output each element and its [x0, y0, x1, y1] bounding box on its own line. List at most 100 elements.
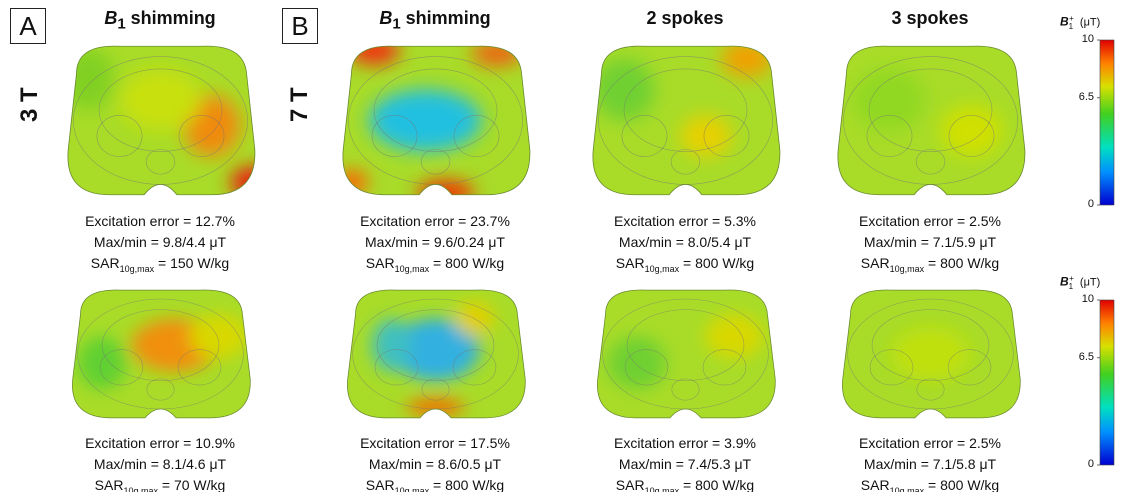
column-title: B1 shimming	[315, 8, 555, 33]
colorbar-subscript: 1	[1069, 22, 1073, 31]
colorbar-symbol: B	[1060, 275, 1069, 289]
sar-main: SAR	[861, 477, 890, 492]
max-min: Max/min = 7.1/5.9 μT	[810, 231, 1050, 253]
b1-map	[588, 283, 783, 425]
title-symbol: B	[379, 8, 392, 28]
title-text: 3 spokes	[891, 8, 968, 28]
map-spot	[471, 41, 522, 66]
sar-main: SAR	[861, 255, 890, 271]
colorbar-unit: (μT)	[1080, 277, 1100, 289]
max-min: Max/min = 7.4/5.3 μT	[565, 453, 805, 475]
colorbar-gradient	[1100, 40, 1114, 205]
excitation-error: Excitation error = 5.3%	[565, 210, 805, 232]
sar: SAR10g,max = 800 W/kg	[810, 252, 1050, 280]
colorbar-symbol: B	[1060, 15, 1069, 29]
sar-main: SAR	[616, 477, 645, 492]
colorbar-unit: (μT)	[1080, 17, 1100, 29]
max-min: Max/min = 9.8/4.4 μT	[40, 231, 280, 253]
sar-subscript: 10g,max	[395, 264, 430, 274]
colorbar-tick-label: 6.5	[1064, 91, 1094, 103]
excitation-error: Excitation error = 10.9%	[40, 432, 280, 454]
map-field	[833, 283, 1028, 425]
max-min: Max/min = 9.6/0.24 μT	[315, 231, 555, 253]
excitation-error: Excitation error = 2.5%	[810, 210, 1050, 232]
title-symbol-text: B	[104, 8, 117, 28]
sar: SAR10g,max = 800 W/kg	[315, 252, 555, 280]
panel-label: B	[282, 8, 318, 44]
map-base	[828, 38, 1033, 203]
map-spot	[368, 90, 481, 152]
sar-subscript: 10g,max	[120, 264, 155, 274]
title-subscript: 1	[117, 16, 125, 33]
map-spot	[721, 40, 772, 77]
map-spot	[891, 327, 969, 380]
sar-text: = 800 W/kg	[433, 477, 504, 492]
map-spot	[607, 336, 666, 389]
colorbar-tick-label: 10	[1064, 33, 1094, 45]
map-spots	[891, 327, 969, 380]
max-min: Max/min = 8.6/0.5 μT	[315, 453, 555, 475]
map-spot	[63, 48, 114, 110]
map-spot	[372, 319, 411, 372]
colorbar-label: B1+ (μT)	[1060, 274, 1100, 291]
figure: A3 TB1 shimmingExcitation error = 12.7%M…	[0, 0, 1121, 492]
sar-main: SAR	[366, 477, 395, 492]
colorbar	[1096, 39, 1121, 206]
map-field	[828, 38, 1033, 203]
sar-text: = 800 W/kg	[928, 477, 999, 492]
sar-text: = 150 W/kg	[158, 255, 229, 271]
map-spot	[680, 115, 731, 156]
sar-main: SAR	[91, 255, 120, 271]
sar-text: = 800 W/kg	[683, 477, 754, 492]
b1-map	[333, 38, 538, 203]
excitation-error: Excitation error = 17.5%	[315, 432, 555, 454]
map-field	[338, 283, 533, 425]
title-subscript: 1	[392, 16, 400, 33]
sar-subscript: 10g,max	[645, 486, 680, 492]
max-min: Max/min = 7.1/5.8 μT	[810, 453, 1050, 475]
title-text: shimming	[131, 8, 216, 28]
colorbar-gradient	[1100, 300, 1114, 465]
sar: SAR10g,max = 800 W/kg	[315, 474, 555, 492]
sar-subscript: 10g,max	[645, 264, 680, 274]
excitation-error: Excitation error = 2.5%	[810, 432, 1050, 454]
map-field	[63, 283, 258, 425]
colorbar-label: B1+ (μT)	[1060, 14, 1100, 31]
excitation-error: Excitation error = 3.9%	[565, 432, 805, 454]
map-field	[333, 38, 538, 203]
colorbar-symbol-text: B	[1060, 15, 1069, 29]
sar: SAR10g,max = 150 W/kg	[40, 252, 280, 280]
map-field	[588, 283, 783, 425]
title-text: 2 spokes	[646, 8, 723, 28]
title-symbol: B	[104, 8, 117, 28]
sar-text: = 800 W/kg	[928, 255, 999, 271]
colorbar-tick-label: 10	[1064, 293, 1094, 305]
colorbar-subscript: 1	[1069, 282, 1073, 291]
sar-text: = 70 W/kg	[162, 477, 225, 492]
b1-map	[63, 283, 258, 425]
title-symbol-text: B	[379, 8, 392, 28]
map-spot	[189, 314, 248, 358]
sar-text: = 800 W/kg	[683, 255, 754, 271]
map-spot	[119, 69, 201, 131]
colorbar-symbol-text: B	[1060, 275, 1069, 289]
field-strength: 7 T	[286, 87, 314, 122]
column-title: 2 spokes	[565, 8, 805, 29]
field-strength: 3 T	[16, 87, 44, 122]
column-title: B1 shimming	[40, 8, 280, 33]
sar-main: SAR	[95, 477, 124, 492]
sar: SAR10g,max = 800 W/kg	[565, 252, 805, 280]
sar: SAR10g,max = 800 W/kg	[810, 474, 1050, 492]
excitation-error: Excitation error = 12.7%	[40, 210, 280, 232]
title-text: shimming	[406, 8, 491, 28]
map-spot	[940, 105, 1002, 157]
sar: SAR10g,max = 800 W/kg	[565, 474, 805, 492]
sar: SAR10g,max = 70 W/kg	[40, 474, 280, 492]
map-field	[58, 38, 263, 203]
b1-map	[58, 38, 263, 203]
sar-main: SAR	[616, 255, 645, 271]
sar-subscript: 10g,max	[123, 486, 158, 492]
b1-map	[833, 283, 1028, 425]
colorbar	[1096, 299, 1121, 466]
max-min: Max/min = 8.0/5.4 μT	[565, 231, 805, 253]
